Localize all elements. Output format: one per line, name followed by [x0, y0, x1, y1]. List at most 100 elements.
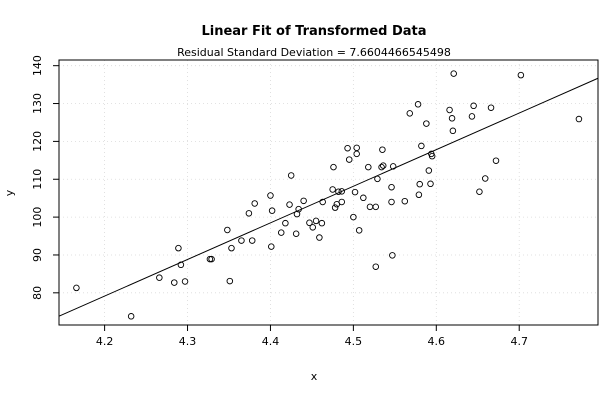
- data-point: [224, 226, 231, 234]
- data-point: [353, 144, 360, 152]
- data-point: [238, 237, 245, 244]
- data-point: [331, 204, 339, 211]
- data-point: [517, 71, 525, 79]
- plot-frame: [58, 59, 599, 326]
- data-point: [353, 150, 360, 158]
- data-point: [175, 244, 182, 252]
- data-point: [282, 219, 289, 227]
- data-point: [406, 110, 414, 117]
- data-point: [401, 197, 409, 205]
- data-point: [312, 217, 320, 225]
- data-point: [427, 180, 434, 188]
- fit-line: [58, 77, 599, 317]
- data-point: [468, 113, 476, 120]
- data-point: [316, 234, 323, 241]
- y-axis-label: y: [3, 189, 16, 196]
- data-point: [418, 142, 425, 150]
- y-tick-label: 130: [31, 93, 44, 114]
- chart-title: Linear Fit of Transformed Data: [201, 24, 426, 39]
- data-point: [338, 188, 346, 195]
- data-point: [156, 274, 163, 281]
- data-point: [446, 106, 453, 114]
- data-point: [338, 198, 346, 206]
- data-point: [350, 213, 357, 221]
- data-point: [335, 188, 342, 195]
- data-point: [575, 115, 583, 123]
- chart-subtitle: Residual Standard Deviation = 7.66044665…: [177, 46, 451, 59]
- data-point: [379, 162, 387, 169]
- x-tick-label: 4.6: [428, 335, 446, 348]
- data-point: [388, 183, 395, 191]
- data-point: [295, 205, 302, 213]
- data-point: [286, 201, 293, 208]
- data-point: [379, 146, 386, 153]
- data-point: [360, 194, 367, 202]
- data-point: [268, 207, 276, 214]
- data-point: [416, 180, 423, 188]
- data-points: [73, 70, 583, 320]
- data-point: [277, 229, 285, 236]
- x-axis: 4.2 4.3 4.4 4.5 4.6 4.7: [96, 325, 528, 348]
- data-point: [450, 70, 457, 77]
- data-point: [330, 163, 337, 171]
- data-point: [449, 127, 457, 135]
- data-point: [389, 163, 397, 170]
- data-point: [378, 163, 385, 171]
- y-tick-label: 90: [31, 248, 44, 262]
- y-tick-label: 100: [31, 207, 44, 228]
- data-point: [372, 263, 380, 270]
- x-tick-label: 4.2: [96, 335, 114, 348]
- data-point: [428, 152, 436, 160]
- data-point: [287, 172, 295, 179]
- data-point: [248, 237, 256, 244]
- data-point: [415, 191, 423, 199]
- y-axis: 80 90 100 110 120 130 140: [31, 55, 59, 300]
- data-point: [476, 188, 483, 195]
- data-point: [374, 175, 381, 183]
- data-point: [388, 198, 395, 206]
- data-point: [345, 156, 353, 163]
- data-point: [365, 163, 372, 171]
- data-point: [228, 244, 235, 252]
- x-tick-label: 4.3: [179, 335, 197, 348]
- data-point: [366, 203, 374, 211]
- x-tick-label: 4.7: [510, 335, 528, 348]
- data-point: [181, 278, 189, 285]
- data-point: [268, 243, 275, 250]
- data-point: [492, 157, 500, 164]
- x-tick-label: 4.5: [345, 335, 363, 348]
- y-tick-label: 120: [31, 131, 44, 152]
- data-point: [251, 200, 258, 207]
- data-point: [487, 104, 495, 111]
- data-point: [177, 261, 185, 269]
- data-point: [73, 284, 80, 292]
- data-point: [423, 120, 430, 127]
- data-point: [206, 255, 214, 263]
- data-point: [292, 230, 300, 238]
- data-point: [329, 186, 336, 193]
- y-tick-label: 110: [31, 169, 44, 190]
- data-point: [171, 279, 178, 286]
- data-point: [245, 210, 253, 217]
- data-point: [448, 115, 456, 122]
- data-point: [425, 167, 433, 174]
- data-point: [481, 175, 489, 182]
- data-point: [267, 192, 274, 199]
- data-point: [300, 197, 307, 205]
- data-point: [389, 252, 396, 259]
- data-point: [127, 313, 135, 320]
- data-point: [344, 144, 351, 152]
- data-point: [372, 203, 380, 211]
- data-point: [309, 224, 316, 231]
- x-tick-label: 4.4: [262, 335, 280, 348]
- data-point: [355, 227, 363, 234]
- data-point: [470, 102, 477, 110]
- grid: [59, 60, 598, 325]
- data-point: [351, 188, 359, 196]
- data-point: [226, 277, 234, 285]
- data-point: [208, 255, 215, 263]
- y-tick-label: 140: [31, 55, 44, 76]
- data-point: [414, 101, 422, 108]
- y-tick-label: 80: [31, 286, 44, 300]
